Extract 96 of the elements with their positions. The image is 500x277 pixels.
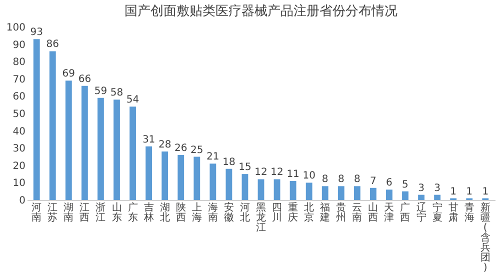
y-tick-label: 60: [12, 92, 26, 103]
x-tick-label: 上海: [192, 202, 202, 224]
data-label: 8: [322, 174, 328, 186]
bar: [402, 191, 408, 200]
y-tick-label: 90: [12, 40, 26, 51]
data-label: 1: [482, 186, 489, 198]
chart-title: 国产创面敷贴类医疗器械产品注册省份分布情况: [124, 4, 398, 19]
y-tick-label: 40: [12, 126, 26, 138]
x-tick-label: 江苏: [48, 202, 58, 224]
x-tick-label: 天津: [384, 202, 394, 224]
bar: [178, 155, 184, 200]
bar: [434, 194, 441, 200]
x-tick-label: 新疆(含兵团): [480, 202, 490, 274]
x-tick-label: 浙江: [96, 202, 106, 224]
y-tick-label: 80: [12, 57, 26, 68]
bar: [33, 39, 40, 200]
bar: [98, 98, 104, 200]
x-tick-label: 山东: [112, 202, 122, 224]
data-label: 1: [450, 186, 457, 198]
bar: [418, 194, 424, 200]
x-tick-label: 辽宁: [416, 202, 426, 224]
data-label: 93: [30, 27, 43, 38]
x-tick-label: 广西: [400, 202, 410, 224]
x-tick-label: 河北: [240, 202, 250, 224]
data-label: 8: [354, 174, 360, 186]
bar: [370, 188, 376, 200]
x-tick-label: 江西: [80, 202, 90, 224]
x-tick-label: 河南: [32, 202, 42, 224]
x-tick-label: 宁夏: [432, 202, 442, 224]
y-tick-label: 10: [12, 178, 26, 190]
data-label: 28: [158, 140, 172, 151]
data-label: 18: [222, 156, 236, 168]
bar: [274, 179, 280, 200]
data-label: 12: [254, 167, 268, 178]
data-label: 15: [238, 162, 252, 174]
x-tick-label: 重庆: [288, 202, 298, 224]
bar: [354, 186, 360, 200]
data-label: 10: [302, 170, 316, 182]
y-tick-label: 70: [12, 74, 26, 86]
data-label: 11: [286, 168, 300, 180]
x-tick-label: 四川: [272, 202, 282, 224]
y-tick-label: 0: [19, 196, 26, 206]
data-label: 3: [418, 182, 424, 194]
x-tick-label: 贵州: [336, 202, 346, 224]
x-tick-label: 湖北: [160, 202, 170, 224]
bar: [290, 180, 296, 200]
x-tick-label: 福建: [319, 202, 330, 224]
x-tick-label: 安徽: [224, 202, 234, 224]
bar: [210, 164, 216, 200]
bar: [258, 179, 264, 200]
data-label: 6: [386, 178, 392, 189]
data-label: 26: [174, 143, 188, 154]
x-tick-label: 山西: [368, 202, 378, 224]
bar: [386, 190, 392, 200]
bar: [49, 51, 56, 200]
data-label: 12: [270, 167, 284, 178]
y-tick-label: 30: [12, 144, 26, 155]
x-tick-label: 甘肃: [448, 202, 458, 224]
bar: [322, 186, 328, 200]
bar: [242, 174, 248, 200]
bar: [162, 152, 168, 200]
y-tick-label: 100: [6, 22, 26, 34]
bar: [114, 100, 120, 200]
data-label: 1: [466, 186, 473, 198]
data-label: 66: [78, 74, 92, 85]
data-label: 25: [190, 144, 204, 156]
bar: [338, 186, 344, 200]
data-label: 58: [110, 88, 124, 99]
data-label: 3: [434, 182, 440, 194]
y-tick-label: 50: [12, 109, 26, 120]
data-label: 31: [142, 134, 156, 146]
data-label: 8: [338, 174, 344, 186]
data-label: 54: [126, 94, 140, 106]
x-tick-label: 青海: [464, 202, 474, 224]
bar: [226, 168, 232, 200]
x-tick-label: 陕西: [176, 202, 186, 224]
x-tick-label: 广东: [128, 202, 138, 224]
x-tick-label: 云南: [352, 202, 362, 224]
x-tick-label: 湖南: [64, 202, 74, 224]
bar: [65, 80, 72, 200]
data-label: 69: [62, 68, 76, 80]
bar: [194, 156, 200, 200]
bar: [81, 86, 88, 200]
x-tick-label: 黑龙江: [256, 202, 266, 234]
y-tick-label: 20: [12, 160, 26, 172]
bar: [306, 182, 312, 200]
x-tick-label: 北京: [304, 202, 314, 224]
data-label: 86: [46, 39, 60, 50]
data-label: 59: [94, 86, 108, 97]
bar: [130, 106, 136, 200]
data-label: 5: [402, 179, 408, 190]
data-label: 7: [370, 176, 376, 187]
data-label: 21: [206, 152, 220, 163]
x-tick-label: 吉林: [142, 202, 154, 224]
bar: [146, 146, 152, 200]
x-tick-label: 海南: [208, 202, 218, 224]
